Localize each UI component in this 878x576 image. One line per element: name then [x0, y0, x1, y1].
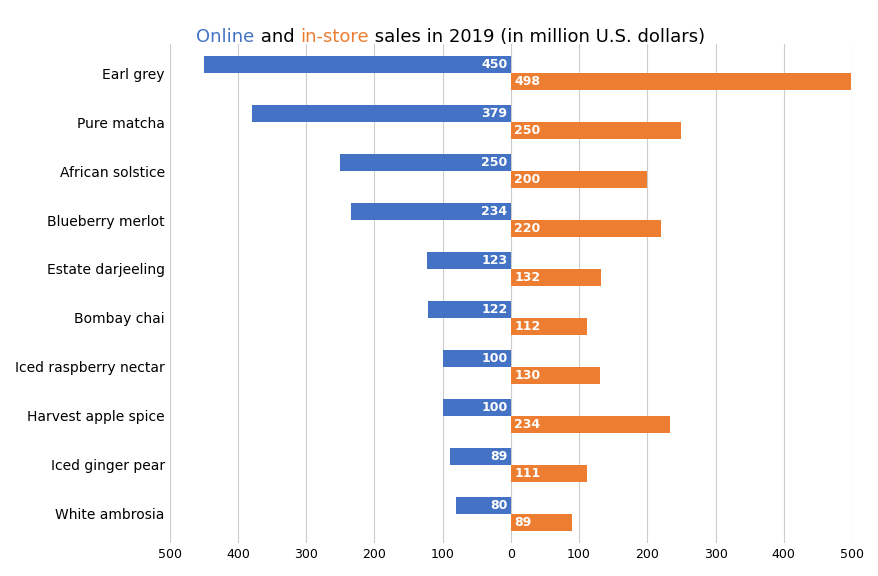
Text: 379: 379 — [481, 107, 507, 120]
Text: 123: 123 — [481, 254, 507, 267]
Bar — [510, 514, 571, 531]
Bar — [510, 367, 599, 384]
Text: 250: 250 — [480, 156, 507, 169]
Text: 89: 89 — [490, 450, 507, 463]
Text: 100: 100 — [480, 401, 507, 414]
Bar — [510, 171, 646, 188]
Text: 200: 200 — [514, 173, 540, 186]
Bar — [510, 122, 680, 139]
Text: 132: 132 — [514, 271, 540, 284]
Bar — [450, 448, 510, 465]
Bar — [442, 399, 510, 416]
Bar — [510, 416, 670, 433]
Text: 112: 112 — [514, 320, 540, 333]
Text: 498: 498 — [514, 75, 540, 88]
Bar — [510, 73, 850, 90]
Text: 80: 80 — [489, 499, 507, 511]
Bar — [510, 220, 660, 237]
Bar — [350, 203, 510, 220]
Text: 89: 89 — [514, 516, 531, 529]
Text: 234: 234 — [514, 418, 540, 431]
Text: 122: 122 — [480, 303, 507, 316]
Text: 111: 111 — [514, 467, 540, 480]
Bar — [456, 497, 510, 514]
Bar — [427, 252, 510, 269]
Text: 250: 250 — [514, 124, 540, 137]
Bar — [427, 301, 510, 318]
Text: 234: 234 — [481, 205, 507, 218]
Bar — [252, 105, 510, 122]
Bar — [510, 269, 601, 286]
Text: 130: 130 — [514, 369, 540, 382]
Text: sales in 2019 (in million U.S. dollars): sales in 2019 (in million U.S. dollars) — [368, 28, 704, 46]
Text: Online: Online — [196, 28, 255, 46]
Bar — [204, 56, 510, 73]
Bar — [340, 154, 510, 171]
Bar — [510, 318, 587, 335]
Text: 450: 450 — [480, 58, 507, 71]
Text: in-store: in-store — [299, 28, 368, 46]
Bar — [510, 465, 586, 482]
Text: and: and — [255, 28, 299, 46]
Bar — [442, 350, 510, 367]
Text: 220: 220 — [514, 222, 540, 235]
Text: 100: 100 — [480, 352, 507, 365]
